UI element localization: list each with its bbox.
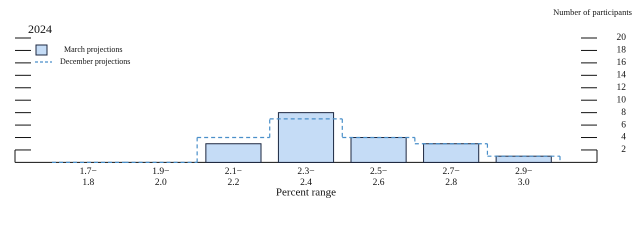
x-tick-label: 1.7− — [80, 167, 97, 177]
x-axis-title: Percent range — [276, 187, 336, 199]
y-tick-label: 16 — [617, 58, 627, 68]
x-tick-label: 2.7− — [443, 167, 460, 177]
x-tick-label: 2.2 — [227, 178, 239, 188]
y-axis-title: Number of participants — [553, 7, 632, 17]
bar — [205, 143, 262, 163]
bar — [423, 143, 480, 163]
legend-label: December projections — [60, 57, 130, 66]
bar — [350, 137, 407, 163]
x-tick-label: 2.3− — [297, 167, 314, 177]
legend-label: March projections — [64, 45, 122, 54]
y-tick-label: 14 — [617, 71, 627, 81]
y-tick-label: 4 — [621, 133, 626, 143]
y-tick-label: 2 — [621, 145, 626, 155]
y-tick-label: 20 — [617, 33, 627, 43]
chart: 2024 Number of participants Percent rang… — [14, 7, 632, 199]
legend-swatch — [35, 44, 48, 56]
y-tick-label: 6 — [621, 120, 626, 130]
bar — [277, 112, 335, 163]
x-tick-label: 2.9− — [515, 167, 532, 177]
x-tick-label: 2.8 — [445, 178, 457, 188]
y-tick-label: 8 — [621, 108, 626, 118]
bar — [495, 155, 552, 163]
y-tick-label: 10 — [617, 95, 627, 105]
y-tick-label: 18 — [617, 46, 627, 56]
x-tick-label: 2.4 — [300, 178, 312, 188]
x-tick-label: 3.0 — [518, 178, 530, 188]
y-tick-label: 12 — [617, 83, 627, 93]
x-tick-label: 2.5− — [370, 167, 387, 177]
x-tick-label: 2.6 — [373, 178, 385, 188]
x-tick-label: 1.8 — [82, 178, 94, 188]
x-tick-label: 2.1− — [225, 167, 242, 177]
x-tick-label: 2.0 — [155, 178, 167, 188]
x-tick-label: 1.9− — [152, 167, 169, 177]
chart-title: 2024 — [28, 22, 52, 36]
